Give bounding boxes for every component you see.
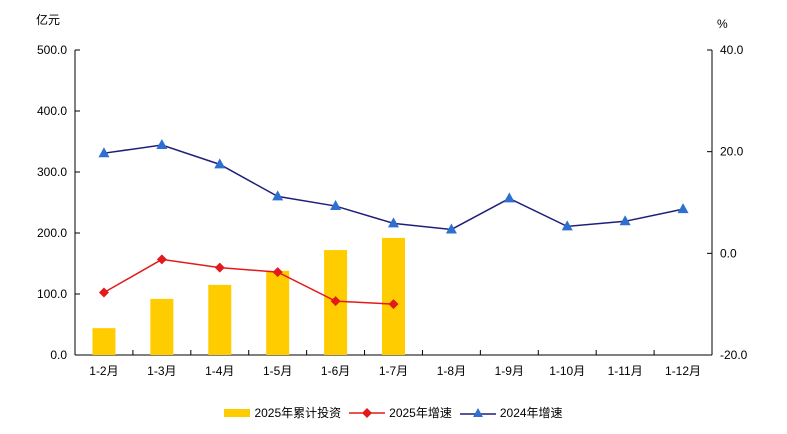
bar-swatch-icon	[224, 408, 251, 417]
triangle-marker-icon	[445, 223, 457, 234]
legend-item-investment: 2025年累计投资	[224, 404, 341, 421]
triangle-marker-icon	[98, 147, 110, 158]
left-tick-label: 400.0	[37, 104, 67, 118]
diamond-marker-icon	[98, 287, 109, 298]
legend-label-investment: 2025年累计投资	[254, 406, 342, 420]
x-tick-label: 1-7月	[379, 364, 408, 378]
x-tick-label: 1-3月	[147, 364, 176, 378]
right-tick-label: 0.0	[720, 246, 737, 260]
diamond-marker-icon	[388, 299, 399, 310]
chart-canvas: 0.0 100.0 200.0 300.0 400.0 500.0 -20.0 0.0 20.0…	[36, 12, 748, 378]
investment-bar	[208, 284, 232, 355]
right-tick-label: 40.0	[720, 43, 744, 57]
x-tick-label: 1-4月	[205, 364, 234, 378]
investment-bar	[266, 270, 290, 355]
triangle-marker-icon	[619, 215, 631, 226]
triangle-marker-icon	[214, 158, 226, 169]
legend-item-2025-growth: 2025年增速	[349, 404, 452, 421]
blue-triangle-line-icon	[459, 407, 496, 417]
diamond-marker-icon	[330, 296, 341, 307]
triangle-marker-icon	[272, 190, 284, 201]
triangle-marker-icon	[677, 203, 689, 214]
growth-line	[103, 258, 394, 305]
left-tick-label: 500.0	[37, 43, 67, 57]
x-tick-label: 1-11月	[608, 364, 643, 378]
investment-bar	[150, 298, 174, 355]
red-diamond-line-icon	[349, 407, 386, 418]
x-tick-label: 1-6月	[321, 364, 350, 378]
x-tick-label: 1-2月	[89, 364, 118, 378]
left-tick-label: 200.0	[37, 226, 67, 240]
investment-bar	[92, 328, 116, 355]
triangle-marker-icon	[156, 139, 168, 150]
legend: 2025年累计投资 2025年增速 2024年增速	[0, 404, 787, 421]
triangle-marker-icon	[561, 220, 573, 231]
triangle-marker-icon	[388, 217, 399, 228]
x-tick-label: 1-9月	[495, 364, 524, 378]
legend-label-2024-growth: 2024年增速	[499, 406, 563, 420]
right-tick-label: 20.0	[720, 145, 744, 159]
right-tick-label: -20.0	[720, 348, 748, 362]
legend-label-2025-growth: 2025年增速	[389, 406, 452, 420]
diamond-marker-icon	[156, 254, 167, 265]
left-unit-label: 亿元	[36, 12, 60, 27]
x-tick-label: 1-5月	[263, 364, 292, 378]
left-tick-label: 300.0	[37, 165, 67, 179]
diamond-marker-icon	[214, 262, 225, 273]
x-tick-label: 1-10月	[549, 364, 585, 378]
triangle-marker-icon	[503, 192, 515, 203]
x-tick-label: 1-8月	[437, 364, 466, 378]
growth-line	[103, 144, 684, 231]
triangle-marker-icon	[330, 200, 342, 211]
legend-item-2024-growth: 2024年增速	[459, 404, 563, 421]
x-tick-label: 1-12月	[665, 364, 701, 378]
diamond-marker-icon	[272, 267, 283, 278]
left-tick-label: 100.0	[37, 287, 67, 301]
investment-bar	[382, 237, 405, 355]
right-unit-label: %	[717, 17, 728, 31]
left-tick-label: 0.0	[50, 348, 67, 362]
